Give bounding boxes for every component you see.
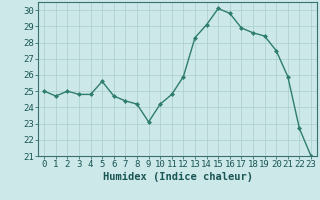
X-axis label: Humidex (Indice chaleur): Humidex (Indice chaleur)	[103, 172, 252, 182]
